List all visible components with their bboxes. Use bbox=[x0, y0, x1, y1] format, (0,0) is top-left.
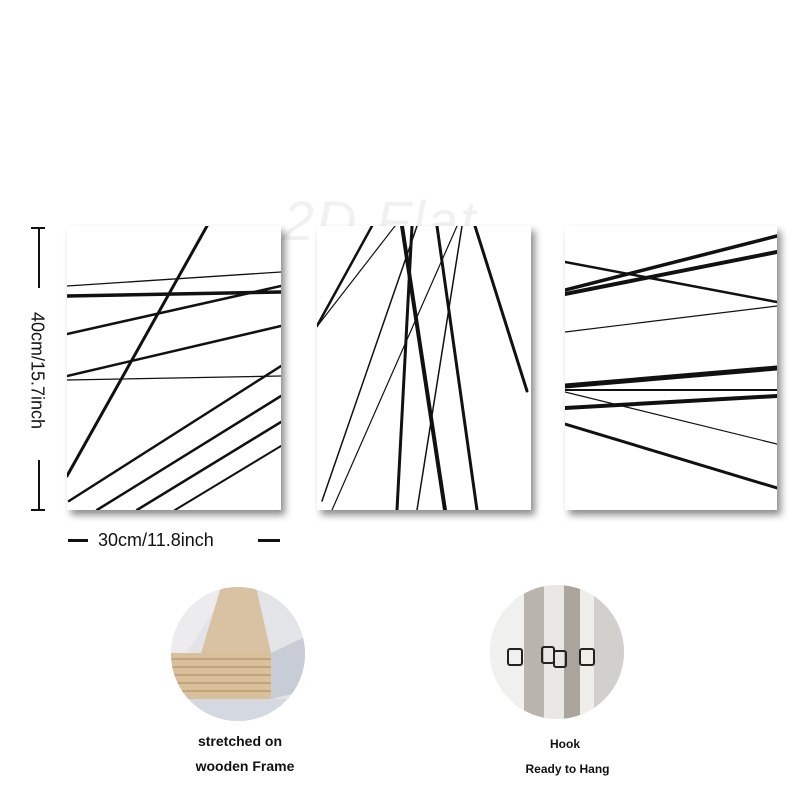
hook-caption-line2: Ready to Hang bbox=[525, 762, 610, 776]
abstract-lines-art-right bbox=[565, 234, 777, 490]
frame-caption-line2: wooden Frame bbox=[195, 758, 295, 774]
width-dimension-line-left bbox=[68, 539, 88, 542]
hook-caption-line1: Hook bbox=[550, 737, 580, 751]
canvas-panel-middle bbox=[317, 226, 531, 510]
height-dimension-label: 40cm/15.7inch bbox=[27, 311, 48, 430]
height-dimension-line-bottom bbox=[38, 460, 40, 510]
frame-caption-line1: stretched on bbox=[197, 733, 282, 749]
abstract-lines-art-left bbox=[67, 226, 281, 510]
height-dimension-bottom-tick bbox=[31, 509, 45, 511]
hook-detail-photo bbox=[490, 585, 624, 719]
height-dimension-line-top bbox=[38, 228, 40, 288]
width-dimension-line-right bbox=[258, 539, 280, 542]
wooden-frame-detail-photo bbox=[171, 587, 305, 721]
canvas-panel-right bbox=[565, 226, 777, 510]
canvas-panel-left bbox=[67, 226, 281, 510]
abstract-lines-art-middle bbox=[317, 226, 529, 510]
width-dimension-label: 30cm/11.8inch bbox=[98, 530, 214, 550]
